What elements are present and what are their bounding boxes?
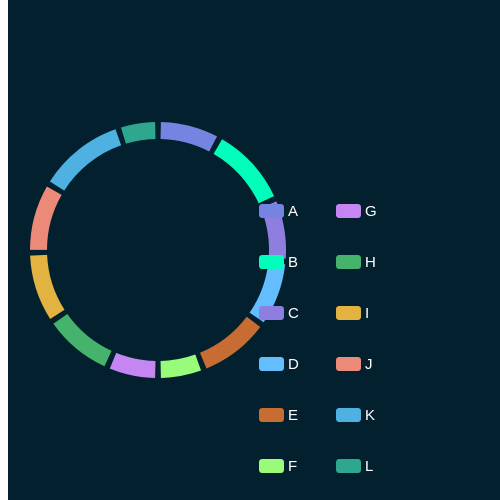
chart-panel: A B C D E F G H I J K L: [8, 0, 500, 500]
legend-swatch-f: [259, 459, 284, 473]
legend-label-a: A: [288, 203, 298, 220]
slice-l[interactable]: [120, 122, 156, 144]
legend-swatch-d: [259, 357, 284, 371]
slice-d[interactable]: [249, 262, 286, 323]
legend-item-e[interactable]: E: [259, 407, 298, 424]
legend-item-c[interactable]: C: [259, 305, 299, 322]
slice-f[interactable]: [160, 354, 202, 378]
legend-label-i: I: [365, 305, 369, 322]
donut-chart: A B C D E F G H I J K L: [30, 122, 377, 475]
legend-item-a[interactable]: A: [259, 203, 298, 220]
slice-j[interactable]: [30, 186, 62, 250]
legend-item-b[interactable]: B: [259, 254, 298, 271]
legend-item-h[interactable]: H: [336, 254, 376, 271]
legend-swatch-j: [336, 357, 361, 371]
legend-item-f[interactable]: F: [259, 458, 297, 475]
legend-label-j: J: [365, 356, 373, 373]
legend-item-g[interactable]: G: [336, 203, 377, 220]
legend-label-c: C: [288, 305, 299, 322]
legend-item-j[interactable]: J: [336, 356, 373, 373]
legend-swatch-h: [336, 255, 361, 269]
slice-a[interactable]: [160, 122, 218, 152]
legend-label-d: D: [288, 356, 299, 373]
donut-slices: [30, 122, 286, 378]
legend-item-l[interactable]: L: [336, 458, 373, 475]
legend-swatch-l: [336, 459, 361, 473]
legend-item-i[interactable]: I: [336, 305, 369, 322]
legend-label-g: G: [365, 203, 377, 220]
legend: A B C D E F G H I J K L: [259, 203, 377, 475]
legend-label-k: K: [365, 407, 375, 424]
legend-item-k[interactable]: K: [336, 407, 375, 424]
slice-h[interactable]: [53, 313, 112, 367]
legend-label-l: L: [365, 458, 373, 475]
legend-label-f: F: [288, 458, 297, 475]
legend-swatch-e: [259, 408, 284, 422]
legend-label-h: H: [365, 254, 376, 271]
legend-item-d[interactable]: D: [259, 356, 299, 373]
legend-swatch-a: [259, 204, 284, 218]
legend-swatch-i: [336, 306, 361, 320]
legend-swatch-k: [336, 408, 361, 422]
slice-e[interactable]: [200, 316, 261, 369]
legend-label-b: B: [288, 254, 298, 271]
slice-g[interactable]: [109, 352, 156, 378]
slice-b[interactable]: [213, 139, 275, 204]
legend-swatch-g: [336, 204, 361, 218]
legend-swatch-c: [259, 306, 284, 320]
legend-swatch-b: [259, 255, 284, 269]
slice-k[interactable]: [49, 129, 122, 191]
slice-i[interactable]: [30, 254, 65, 319]
legend-label-e: E: [288, 407, 298, 424]
